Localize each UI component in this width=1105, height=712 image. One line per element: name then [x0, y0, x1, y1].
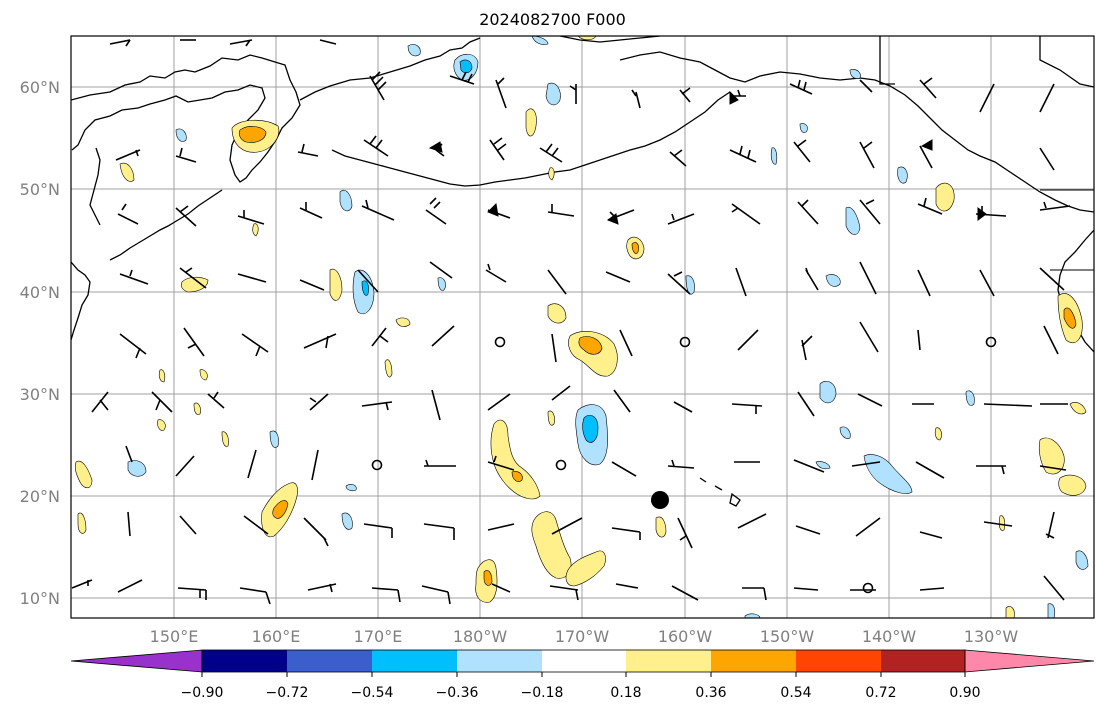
colorbar-tick: −0.90 [181, 685, 224, 701]
colorbar-segment [542, 650, 626, 672]
colorbar-segment [457, 650, 542, 672]
lat-label: 40°N [20, 283, 60, 302]
lat-label: 60°N [20, 78, 60, 97]
colorbar-tick: 0.54 [780, 685, 811, 701]
colorbar-tick: 0.72 [865, 685, 896, 701]
lat-label: 50°N [20, 180, 60, 199]
lon-label: 170°E [354, 627, 403, 646]
colorbar-segment [372, 650, 457, 672]
colorbar-extend-high [964, 649, 1095, 673]
colorbar-segment [626, 650, 711, 672]
colorbar-tick: −0.54 [351, 685, 394, 701]
colorbar-segment [881, 650, 965, 672]
lon-label: 180°W [453, 627, 508, 646]
lat-labels: 60°N 50°N 40°N 30°N 20°N 10°N [20, 78, 60, 608]
colorbar-tick: −0.18 [521, 685, 564, 701]
lon-label: 160°W [658, 627, 713, 646]
calm-markers [371, 336, 997, 594]
colorbar-tick: −0.36 [436, 685, 479, 701]
colorbar-tick: 0.90 [949, 685, 980, 701]
colorbar-segment [202, 650, 287, 672]
colorbar-segment [287, 650, 372, 672]
lon-label: 170°W [555, 627, 610, 646]
coastlines [71, 36, 1094, 507]
lat-label: 10°N [20, 589, 60, 608]
lat-label: 20°N [20, 487, 60, 506]
lon-label: 150°E [150, 627, 199, 646]
colorbar-tick: −0.72 [266, 685, 309, 701]
lat-label: 30°N [20, 385, 60, 404]
lon-label: 130°W [964, 627, 1019, 646]
graticule [71, 36, 1094, 618]
colorbar-tick: 0.18 [610, 685, 641, 701]
lon-labels: 150°E 160°E 170°E 180°W 170°W 160°W 150°… [150, 627, 1019, 646]
figure-title: 2024082700 F000 [479, 10, 626, 29]
colorbar-extend-low [70, 649, 203, 673]
lon-label: 160°E [252, 627, 301, 646]
storm-center-marker [651, 491, 669, 509]
colorbar-segment [711, 650, 796, 672]
map-frame [70, 35, 1095, 619]
lon-label: 140°W [862, 627, 917, 646]
colorbar-segment [796, 650, 881, 672]
colorbar-tick: 0.36 [695, 685, 726, 701]
colorbar: −0.90 −0.72 −0.54 −0.36 −0.18 0.18 0.36 … [70, 649, 1095, 701]
lon-label: 150°W [760, 627, 815, 646]
wind-barb-pennants [428, 90, 987, 225]
